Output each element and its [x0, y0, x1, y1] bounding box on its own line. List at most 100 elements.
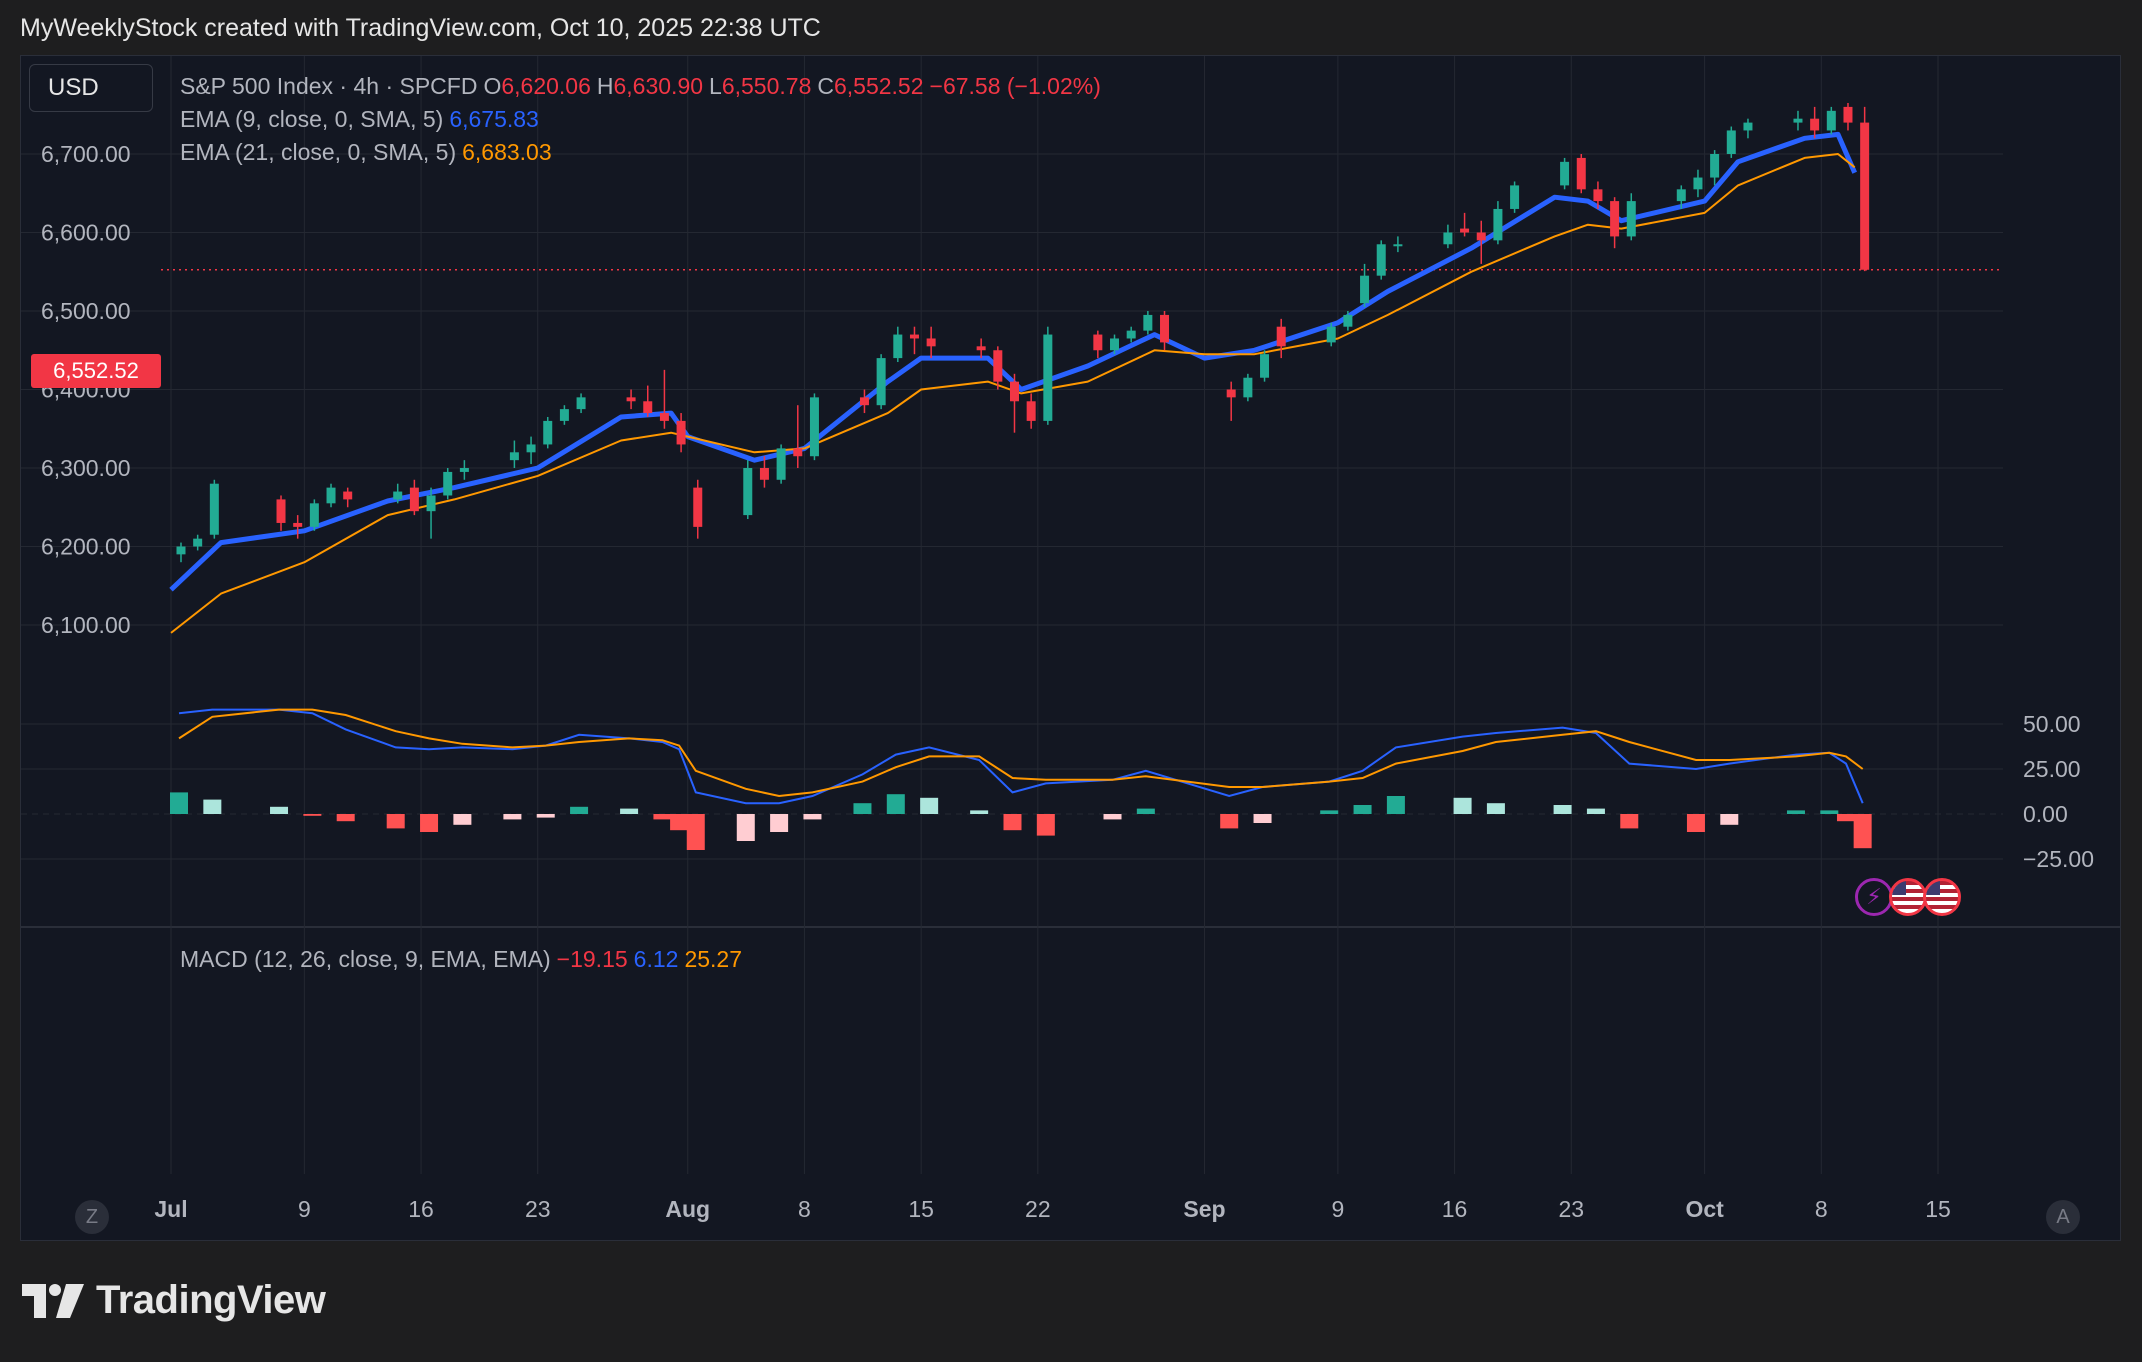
symbol-legend: S&P 500 Index · 4h · SPCFD O6,620.06 H6,63… — [180, 73, 1107, 100]
macd-histogram-bar — [653, 814, 672, 820]
candle-body — [1626, 201, 1636, 237]
candle-body — [759, 468, 769, 480]
candle-body — [1593, 189, 1603, 202]
low-label: L — [709, 73, 722, 99]
time-tick-label: 15 — [908, 1196, 934, 1222]
chart-canvas[interactable]: 6,100.006,200.006,300.006,400.006,500.00… — [21, 56, 2120, 1240]
candle — [743, 460, 753, 520]
candle-body — [509, 452, 519, 461]
candle — [1710, 150, 1720, 186]
candle — [1260, 350, 1270, 382]
macd-histogram-bar — [386, 814, 405, 829]
us-flag-icon[interactable] — [1923, 878, 1961, 916]
macd-histogram-bar — [1553, 805, 1572, 814]
candle — [626, 389, 636, 410]
currency-button[interactable]: USD — [29, 64, 153, 112]
time-tick-label: 16 — [408, 1196, 434, 1222]
candle — [759, 456, 769, 488]
change-value: −67.58 (−1.02%) — [929, 73, 1101, 99]
candle-body — [1110, 338, 1120, 351]
candle-body — [1843, 106, 1853, 123]
macd-histogram-bar — [920, 797, 939, 814]
candle — [276, 495, 286, 531]
candle-body — [1276, 326, 1286, 347]
macd-histogram-bar — [1353, 805, 1372, 814]
symbol-name[interactable]: S&P 500 Index · 4h · SPCFD — [180, 73, 478, 99]
macd-signal-value: 25.27 — [684, 946, 742, 972]
candle — [1743, 118, 1753, 139]
candle-body — [1043, 334, 1053, 421]
macd-histogram-bar — [1620, 814, 1639, 829]
open-value: 6,620.06 — [501, 73, 591, 99]
ema21-legend[interactable]: EMA (21, close, 0, SMA, 5) 6,683.03 — [180, 139, 558, 166]
candle-body — [626, 397, 636, 402]
macd-histogram-bar — [1386, 796, 1405, 814]
candle — [1093, 330, 1103, 359]
candle-body — [1126, 330, 1136, 339]
macd-histogram-bar — [536, 814, 555, 818]
candle-body — [1560, 161, 1570, 186]
us-flag-icon[interactable] — [1889, 878, 1927, 916]
candle-body — [859, 397, 869, 406]
candle-body — [1826, 110, 1836, 131]
macd-histogram-bar — [970, 810, 989, 814]
candle — [1460, 212, 1470, 237]
candle — [1376, 240, 1386, 280]
macd-tick-label: 25.00 — [2023, 756, 2081, 782]
candle — [809, 393, 819, 461]
candle — [1343, 311, 1353, 331]
macd-legend[interactable]: MACD (12, 26, close, 9, EMA, EMA) −19.15 6… — [180, 946, 748, 973]
auto-scale-button[interactable]: A — [2046, 1200, 2080, 1234]
candle — [1110, 334, 1120, 355]
chart-frame[interactable]: 6,100.00 6,200.00 6,300.00 6,400.00 6,500.00… — [20, 55, 2121, 1241]
ema9-legend[interactable]: EMA (9, close, 0, SMA, 5) 6,675.83 — [180, 106, 545, 133]
event-icons[interactable]: ⚡ — [1855, 878, 1961, 916]
macd-histogram-bar — [270, 806, 289, 814]
low-value: 6,550.78 — [721, 73, 812, 99]
time-tick-label: Aug — [665, 1196, 710, 1222]
candle — [876, 354, 886, 410]
candle — [576, 393, 586, 414]
macd-tick-label: 50.00 — [2023, 711, 2081, 737]
candle — [1243, 373, 1253, 402]
candle — [459, 460, 469, 480]
candle-body — [1576, 157, 1586, 190]
candle-body — [893, 334, 903, 359]
chart-background — [21, 56, 2120, 1240]
candle — [1810, 106, 1820, 139]
candle-body — [1326, 326, 1336, 343]
candle — [1676, 185, 1686, 209]
candle-body — [659, 413, 669, 421]
candle — [426, 487, 436, 539]
candle — [1626, 193, 1636, 241]
candle — [893, 326, 903, 363]
candle-body — [576, 397, 586, 410]
candle — [643, 385, 653, 417]
time-tick-label: 8 — [798, 1196, 811, 1222]
candle-body — [276, 499, 286, 523]
candle — [343, 487, 353, 508]
candle — [409, 479, 419, 516]
candle-body — [643, 401, 653, 414]
candle-body — [743, 468, 753, 516]
candle — [1143, 311, 1153, 335]
candle — [1576, 154, 1586, 194]
tradingview-logo[interactable]: TradingView — [22, 1278, 326, 1323]
candle-body — [976, 346, 986, 351]
ema9-value: 6,675.83 — [449, 106, 539, 132]
macd-histogram-bar — [770, 814, 789, 832]
time-tick-label: 9 — [1331, 1196, 1344, 1222]
candle-body — [193, 538, 203, 547]
close-value: 6,552.52 — [833, 73, 924, 99]
candle-body — [793, 448, 803, 457]
candle-body — [426, 495, 436, 512]
macd-line-value: 6.12 — [633, 946, 679, 972]
candle — [793, 405, 803, 468]
scale-z-button[interactable]: Z — [75, 1200, 109, 1234]
candle — [1226, 381, 1236, 421]
lightning-icon[interactable]: ⚡ — [1855, 878, 1893, 916]
price-tick-label: 6,300.00 — [41, 455, 131, 481]
candle — [326, 483, 336, 508]
candle-body — [176, 546, 186, 555]
candle — [909, 326, 919, 355]
